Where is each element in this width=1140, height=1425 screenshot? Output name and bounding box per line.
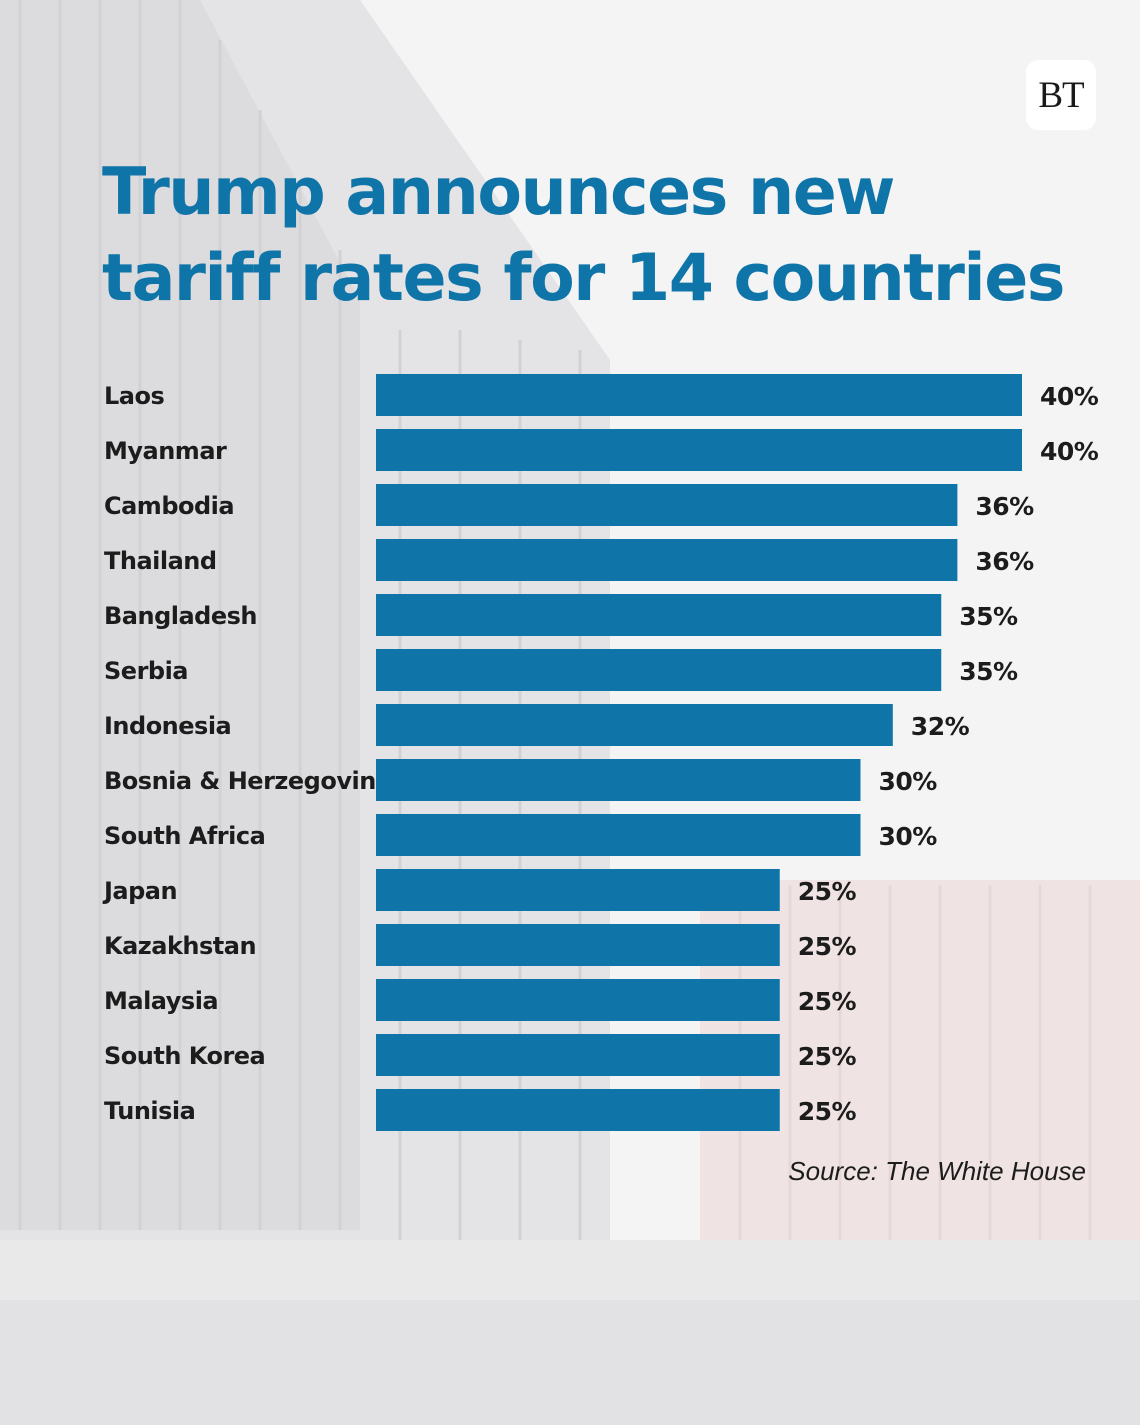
category-label: Japan bbox=[102, 877, 177, 905]
bar bbox=[376, 979, 780, 1021]
bar bbox=[376, 704, 893, 746]
title-line: tariff rates for 14 countries bbox=[102, 241, 1065, 316]
brand-logo: BT bbox=[1026, 60, 1096, 130]
bar bbox=[376, 924, 780, 966]
category-label: Indonesia bbox=[104, 712, 231, 740]
source-note: Source: The White House bbox=[788, 1156, 1086, 1186]
bar bbox=[376, 429, 1022, 471]
bar bbox=[376, 1034, 780, 1076]
category-label: Laos bbox=[104, 382, 164, 410]
value-label: 30% bbox=[879, 822, 938, 851]
bar bbox=[376, 374, 1022, 416]
value-label: 40% bbox=[1040, 437, 1099, 466]
bar bbox=[376, 814, 861, 856]
value-label: 40% bbox=[1040, 382, 1099, 411]
category-label: Thailand bbox=[104, 547, 217, 575]
value-label: 25% bbox=[798, 1097, 857, 1126]
value-label: 25% bbox=[798, 1042, 857, 1071]
value-label: 36% bbox=[975, 547, 1034, 576]
bar bbox=[376, 869, 780, 911]
value-label: 25% bbox=[798, 877, 857, 906]
category-label: Cambodia bbox=[104, 492, 234, 520]
page-title: Trump announces new tariff rates for 14 … bbox=[102, 150, 1065, 322]
value-label: 35% bbox=[959, 657, 1018, 686]
value-label: 32% bbox=[911, 712, 970, 741]
bar bbox=[376, 759, 861, 801]
category-label: Bosnia & Herzegovina bbox=[104, 767, 391, 795]
bar bbox=[376, 594, 942, 636]
title-line: Trump announces new bbox=[102, 155, 895, 230]
category-label: Myanmar bbox=[104, 437, 227, 465]
value-label: 30% bbox=[879, 767, 938, 796]
category-label: Tunisia bbox=[104, 1097, 195, 1125]
value-label: 25% bbox=[798, 987, 857, 1016]
bar bbox=[376, 484, 958, 526]
bar bbox=[376, 649, 942, 691]
category-label: South Africa bbox=[104, 822, 265, 850]
bar bbox=[376, 539, 958, 581]
value-label: 35% bbox=[959, 602, 1018, 631]
value-label: 36% bbox=[975, 492, 1034, 521]
category-label: Serbia bbox=[104, 657, 188, 685]
category-label: Bangladesh bbox=[104, 602, 257, 630]
category-label: Malaysia bbox=[104, 987, 218, 1015]
category-label: Kazakhstan bbox=[104, 932, 256, 960]
value-label: 25% bbox=[798, 932, 857, 961]
bar bbox=[376, 1089, 780, 1131]
category-label: South Korea bbox=[104, 1042, 265, 1070]
